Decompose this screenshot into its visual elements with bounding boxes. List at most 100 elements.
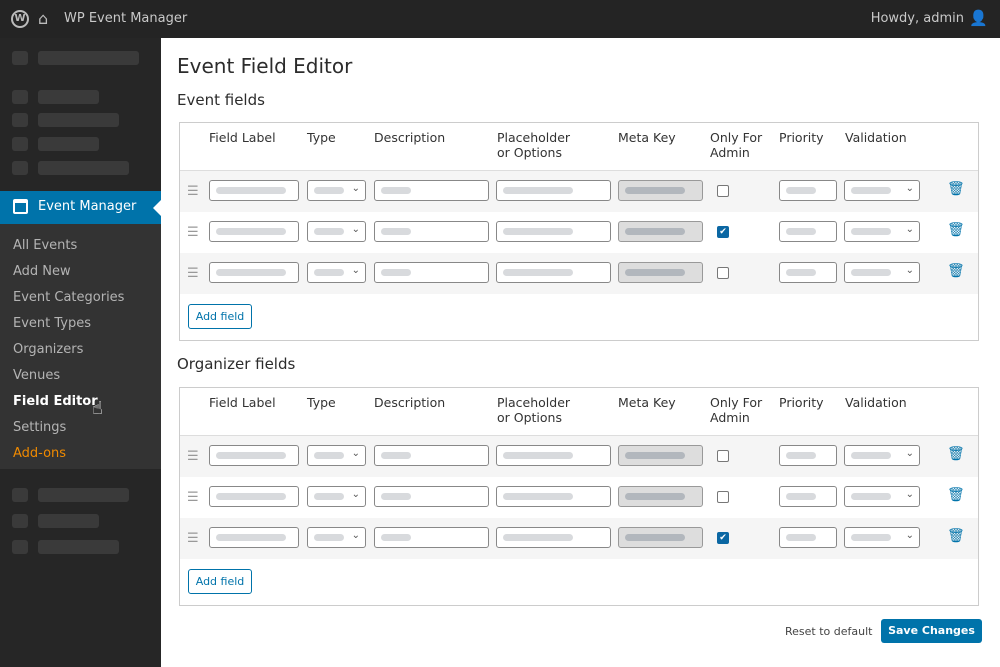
column-header: Placeholder or Options — [497, 130, 571, 160]
field-label-input[interactable] — [209, 221, 299, 242]
column-header: Type — [307, 130, 336, 145]
priority-input[interactable] — [779, 527, 837, 548]
field-label-input[interactable] — [209, 262, 299, 283]
drag-handle-icon[interactable]: ☰ — [187, 184, 199, 199]
table-row: ☰ ⌄ ✔ ⌄ 🗑 — [180, 518, 978, 559]
add-field-button[interactable]: Add field — [188, 569, 252, 594]
placeholder-input[interactable] — [496, 180, 611, 201]
description-input[interactable] — [374, 486, 489, 507]
priority-input[interactable] — [779, 221, 837, 242]
admin-only-checkbox[interactable] — [717, 185, 729, 197]
validation-select[interactable]: ⌄ — [844, 445, 920, 466]
sidebar-subitem[interactable]: All Events — [13, 238, 78, 253]
drag-handle-icon[interactable]: ☰ — [187, 225, 199, 240]
drag-handle-icon[interactable]: ☰ — [187, 266, 199, 281]
trash-icon[interactable]: 🗑 — [947, 528, 965, 544]
admin-only-checkbox[interactable] — [717, 491, 729, 503]
trash-icon[interactable]: 🗑 — [947, 446, 965, 462]
site-title[interactable]: WP Event Manager — [64, 11, 188, 26]
priority-input[interactable] — [779, 180, 837, 201]
main-content: Event Field Editor Event fields Field Lab… — [161, 38, 1000, 667]
drag-handle-icon[interactable]: ☰ — [187, 490, 199, 505]
description-input[interactable] — [374, 221, 489, 242]
trash-icon[interactable]: 🗑 — [947, 222, 965, 238]
column-header: Placeholder or Options — [497, 395, 571, 425]
validation-select[interactable]: ⌄ — [844, 180, 920, 201]
submenu: All Events Add New Event Categories Event T… — [0, 224, 161, 469]
column-header: Priority — [779, 130, 824, 145]
description-input[interactable] — [374, 180, 489, 201]
description-input[interactable] — [374, 262, 489, 283]
type-select[interactable]: ⌄ — [307, 527, 366, 548]
user-icon[interactable]: 👤 — [969, 9, 988, 27]
priority-input[interactable] — [779, 445, 837, 466]
type-select[interactable]: ⌄ — [307, 486, 366, 507]
table-row: ☰ ⌄ ⌄ 🗑 — [180, 477, 978, 518]
home-icon[interactable]: ⌂ — [38, 9, 49, 28]
sidebar-subitem[interactable]: Add New — [13, 264, 71, 279]
meta-key-input — [618, 262, 703, 283]
meta-key-input — [618, 527, 703, 548]
trash-icon[interactable]: 🗑 — [947, 487, 965, 503]
description-input[interactable] — [374, 527, 489, 548]
drag-handle-icon[interactable]: ☰ — [187, 449, 199, 464]
type-select[interactable]: ⌄ — [307, 221, 366, 242]
priority-input[interactable] — [779, 262, 837, 283]
column-header: Validation — [845, 395, 907, 410]
fields-table: Field Label Type Description Placeholder or… — [179, 122, 979, 341]
trash-icon[interactable]: 🗑 — [947, 263, 965, 279]
placeholder-input[interactable] — [496, 486, 611, 507]
admin-only-checkbox[interactable]: ✔ — [717, 226, 729, 238]
sidebar-subitem[interactable]: Field Editor — [13, 394, 98, 409]
description-input[interactable] — [374, 445, 489, 466]
type-select[interactable]: ⌄ — [307, 262, 366, 283]
placeholder-input[interactable] — [496, 527, 611, 548]
validation-select[interactable]: ⌄ — [844, 486, 920, 507]
validation-select[interactable]: ⌄ — [844, 527, 920, 548]
wordpress-icon[interactable]: W — [11, 10, 29, 28]
section-title: Organizer fields — [177, 355, 296, 373]
column-header: Validation — [845, 130, 907, 145]
meta-key-input — [618, 486, 703, 507]
column-header: Description — [374, 395, 446, 410]
field-label-input[interactable] — [209, 527, 299, 548]
calendar-icon — [13, 199, 28, 214]
meta-key-input — [618, 445, 703, 466]
admin-only-checkbox[interactable] — [717, 267, 729, 279]
reset-to-default-link[interactable]: Reset to default — [785, 625, 873, 638]
save-changes-button[interactable]: Save Changes — [881, 619, 982, 643]
add-field-button[interactable]: Add field — [188, 304, 252, 329]
table-row: ☰ ⌄ ⌄ 🗑 — [180, 436, 978, 477]
sidebar-subitem[interactable]: Event Categories — [13, 290, 125, 305]
meta-key-input — [618, 221, 703, 242]
field-label-input[interactable] — [209, 486, 299, 507]
hand-cursor-icon: ☝ — [92, 398, 103, 419]
validation-select[interactable]: ⌄ — [844, 221, 920, 242]
validation-select[interactable]: ⌄ — [844, 262, 920, 283]
placeholder-input[interactable] — [496, 262, 611, 283]
field-label-input[interactable] — [209, 180, 299, 201]
sidebar-item-event-manager[interactable]: Event Manager — [0, 191, 161, 224]
type-select[interactable]: ⌄ — [307, 180, 366, 201]
table-row: ☰ ⌄ ⌄ 🗑 — [180, 253, 978, 294]
sidebar-subitem[interactable]: Organizers — [13, 342, 84, 357]
sidebar-subitem[interactable]: Event Types — [13, 316, 92, 331]
placeholder-input[interactable] — [496, 445, 611, 466]
column-header: Only For Admin — [710, 395, 763, 425]
admin-only-checkbox[interactable]: ✔ — [717, 532, 729, 544]
admin-only-checkbox[interactable] — [717, 450, 729, 462]
fields-table: Field Label Type Description Placeholder or… — [179, 387, 979, 606]
column-header: Field Label — [209, 130, 276, 145]
table-header: Field Label Type Description Placeholder or… — [180, 388, 978, 436]
field-label-input[interactable] — [209, 445, 299, 466]
trash-icon[interactable]: 🗑 — [947, 181, 965, 197]
sidebar-subitem[interactable]: Settings — [13, 420, 67, 435]
placeholder-input[interactable] — [496, 221, 611, 242]
greeting[interactable]: Howdy, admin — [870, 11, 964, 26]
priority-input[interactable] — [779, 486, 837, 507]
current-arrow — [153, 200, 161, 216]
drag-handle-icon[interactable]: ☰ — [187, 531, 199, 546]
sidebar-subitem[interactable]: Venues — [13, 368, 61, 383]
sidebar-subitem[interactable]: Add-ons — [13, 446, 67, 461]
type-select[interactable]: ⌄ — [307, 445, 366, 466]
